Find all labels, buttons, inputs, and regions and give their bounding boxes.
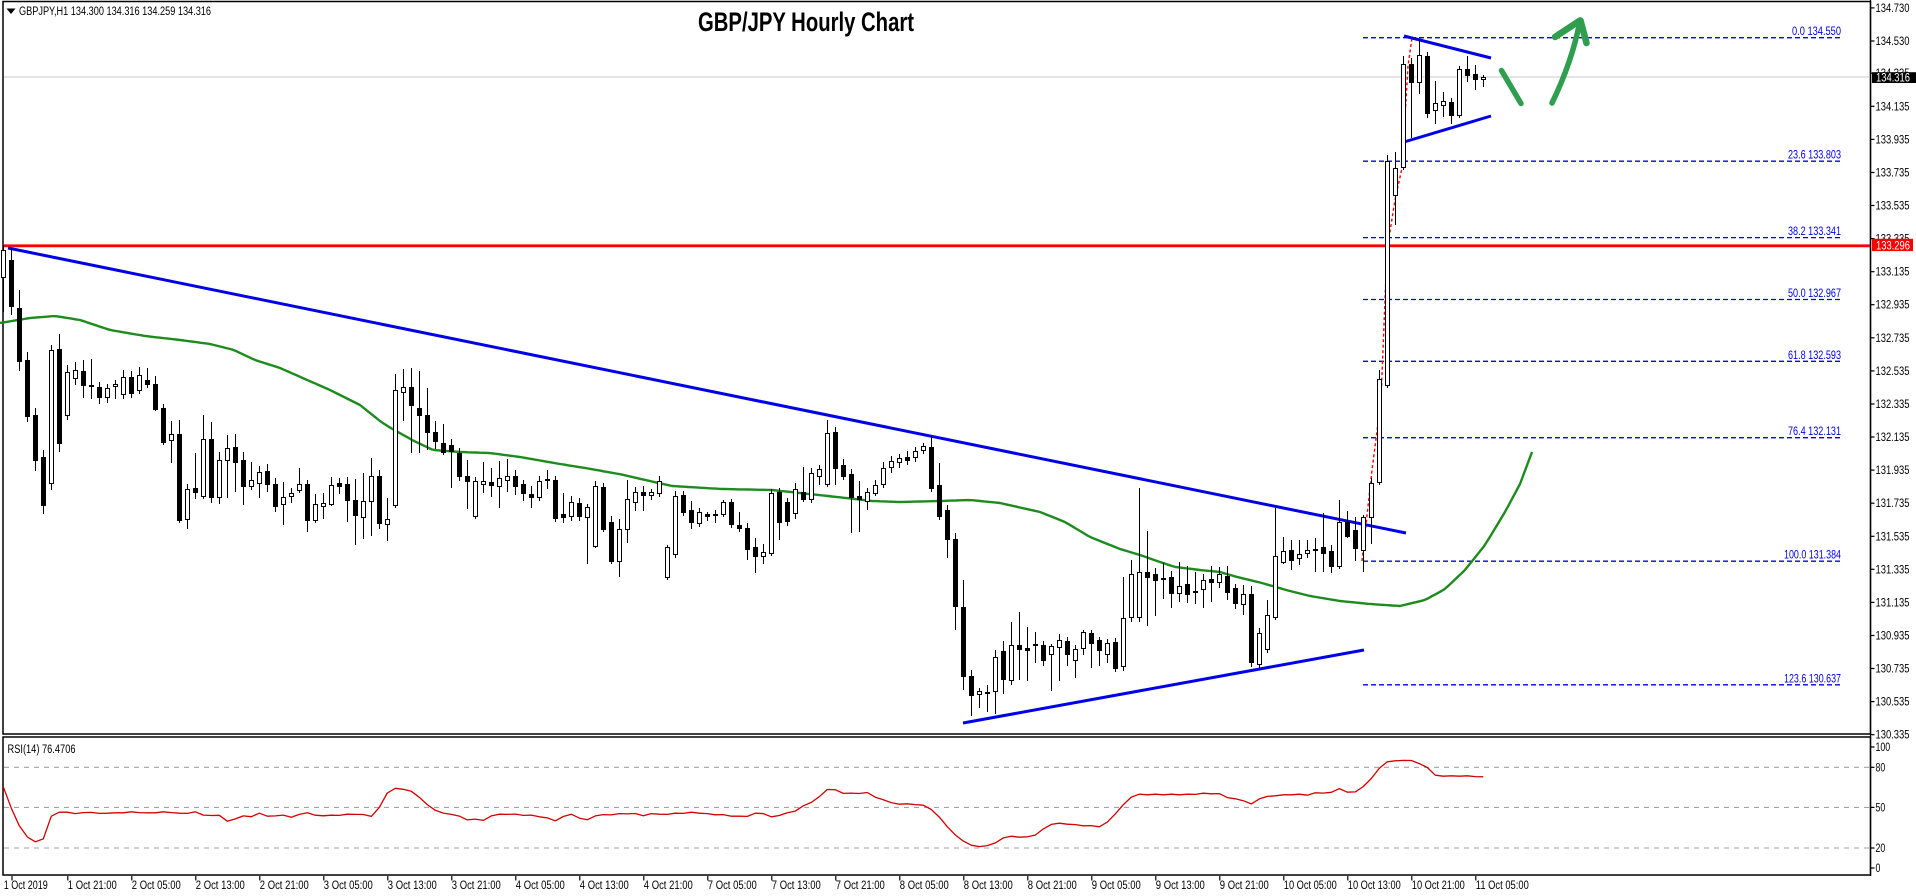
svg-text:134.530: 134.530 [1876, 36, 1910, 48]
svg-text:130.535: 130.535 [1876, 697, 1910, 709]
svg-text:3 Oct 05:00: 3 Oct 05:00 [324, 880, 373, 892]
svg-text:38.2 133.341: 38.2 133.341 [1788, 226, 1841, 238]
svg-text:9 Oct 21:00: 9 Oct 21:00 [1220, 880, 1269, 892]
svg-text:133.535: 133.535 [1876, 201, 1910, 213]
svg-text:8 Oct 13:00: 8 Oct 13:00 [964, 880, 1013, 892]
svg-text:11 Oct 05:00: 11 Oct 05:00 [1476, 880, 1529, 892]
svg-text:133.935: 133.935 [1876, 134, 1910, 146]
svg-text:1 Oct 2019: 1 Oct 2019 [4, 880, 48, 892]
svg-text:9 Oct 13:00: 9 Oct 13:00 [1156, 880, 1205, 892]
svg-text:80: 80 [1876, 762, 1886, 774]
svg-text:61.8 132.593: 61.8 132.593 [1788, 350, 1841, 362]
svg-text:50: 50 [1876, 802, 1886, 814]
svg-text:0.0 134.550: 0.0 134.550 [1792, 26, 1841, 38]
svg-text:131.735: 131.735 [1876, 498, 1910, 510]
svg-text:RSI(14) 76.4706: RSI(14) 76.4706 [8, 744, 76, 756]
svg-text:131.335: 131.335 [1876, 564, 1910, 576]
svg-text:20: 20 [1876, 843, 1886, 855]
svg-text:133.735: 133.735 [1876, 168, 1910, 180]
svg-text:4 Oct 21:00: 4 Oct 21:00 [644, 880, 693, 892]
svg-text:GBP/JPY Hourly Chart: GBP/JPY Hourly Chart [698, 7, 914, 37]
svg-text:134.316: 134.316 [1876, 72, 1910, 84]
svg-text:134.135: 134.135 [1876, 101, 1910, 113]
svg-text:132.135: 132.135 [1876, 432, 1910, 444]
svg-text:123.6 130.637: 123.6 130.637 [1784, 673, 1841, 685]
svg-text:131.935: 131.935 [1876, 465, 1910, 477]
svg-text:7 Oct 21:00: 7 Oct 21:00 [836, 880, 885, 892]
svg-text:132.535: 132.535 [1876, 366, 1910, 378]
svg-text:132.935: 132.935 [1876, 300, 1910, 312]
svg-text:23.6 133.803: 23.6 133.803 [1788, 150, 1841, 162]
svg-text:133.135: 133.135 [1876, 267, 1910, 279]
svg-text:2 Oct 13:00: 2 Oct 13:00 [196, 880, 245, 892]
svg-text:10 Oct 05:00: 10 Oct 05:00 [1284, 880, 1337, 892]
svg-text:3 Oct 13:00: 3 Oct 13:00 [388, 880, 437, 892]
svg-text:7 Oct 05:00: 7 Oct 05:00 [708, 880, 757, 892]
svg-text:100.0 131.384: 100.0 131.384 [1784, 550, 1841, 562]
svg-text:131.135: 131.135 [1876, 597, 1910, 609]
svg-text:GBPJPY,H1 134.300 134.316 134: GBPJPY,H1 134.300 134.316 134.259 134.31… [19, 6, 211, 18]
svg-text:1 Oct 21:00: 1 Oct 21:00 [68, 880, 117, 892]
svg-text:4 Oct 05:00: 4 Oct 05:00 [516, 880, 565, 892]
svg-text:4 Oct 13:00: 4 Oct 13:00 [580, 880, 629, 892]
svg-text:100: 100 [1876, 742, 1891, 754]
svg-text:132.335: 132.335 [1876, 399, 1910, 411]
svg-text:3 Oct 21:00: 3 Oct 21:00 [452, 880, 501, 892]
svg-text:130.935: 130.935 [1876, 631, 1910, 643]
svg-text:132.735: 132.735 [1876, 333, 1910, 345]
svg-text:134.730: 134.730 [1876, 3, 1910, 15]
svg-text:10 Oct 21:00: 10 Oct 21:00 [1412, 880, 1465, 892]
svg-text:133.296: 133.296 [1876, 240, 1910, 252]
svg-text:9 Oct 05:00: 9 Oct 05:00 [1092, 880, 1141, 892]
svg-text:130.335: 130.335 [1876, 730, 1910, 742]
svg-text:2 Oct 21:00: 2 Oct 21:00 [260, 880, 309, 892]
svg-text:8 Oct 21:00: 8 Oct 21:00 [1028, 880, 1077, 892]
svg-text:7 Oct 13:00: 7 Oct 13:00 [772, 880, 821, 892]
svg-text:131.535: 131.535 [1876, 531, 1910, 543]
svg-text:8 Oct 05:00: 8 Oct 05:00 [900, 880, 949, 892]
svg-text:0: 0 [1876, 863, 1881, 875]
svg-text:130.735: 130.735 [1876, 664, 1910, 676]
svg-text:2 Oct 05:00: 2 Oct 05:00 [132, 880, 181, 892]
svg-text:50.0 132.967: 50.0 132.967 [1788, 288, 1841, 300]
svg-text:10 Oct 13:00: 10 Oct 13:00 [1348, 880, 1401, 892]
svg-text:76.4 132.131: 76.4 132.131 [1788, 426, 1841, 438]
